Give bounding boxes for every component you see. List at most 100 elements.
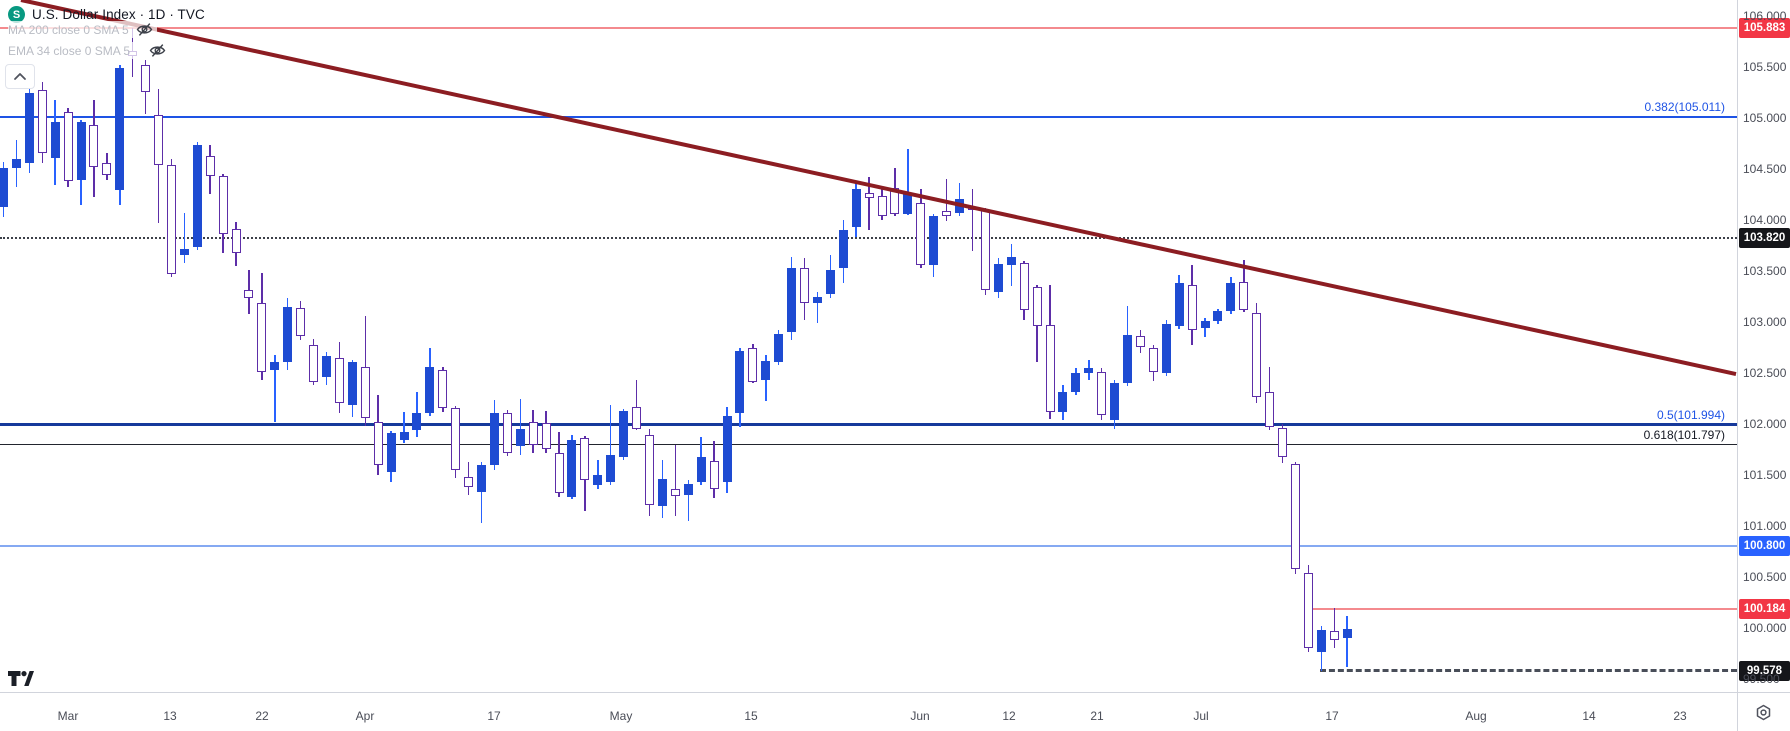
eye-hidden-icon[interactable] [149, 43, 166, 58]
candle[interactable] [528, 421, 538, 446]
candle[interactable] [283, 306, 293, 362]
candle[interactable] [63, 111, 73, 182]
candle[interactable] [373, 421, 383, 465]
price-level-line[interactable] [0, 237, 1737, 239]
candle[interactable] [1058, 392, 1068, 412]
candle[interactable] [1045, 325, 1055, 412]
candle[interactable] [1032, 287, 1042, 327]
candle[interactable] [477, 464, 487, 493]
candle[interactable] [1226, 283, 1236, 311]
candle[interactable] [1135, 336, 1145, 348]
candle[interactable] [37, 90, 47, 153]
eye-hidden-icon[interactable] [136, 22, 153, 37]
candle[interactable] [1006, 256, 1016, 265]
price-level-line[interactable] [0, 444, 1737, 445]
candle[interactable] [179, 248, 189, 255]
price-level-line[interactable] [0, 116, 1737, 118]
candle[interactable] [464, 477, 474, 488]
candle[interactable] [864, 193, 874, 198]
candle[interactable] [1265, 392, 1275, 428]
candle[interactable] [1303, 572, 1313, 649]
candle[interactable] [580, 438, 590, 481]
candle[interactable] [399, 432, 409, 441]
candle[interactable] [1161, 324, 1171, 373]
candle[interactable] [1252, 312, 1262, 398]
candle[interactable] [386, 433, 396, 472]
candle[interactable] [619, 410, 629, 457]
candle[interactable] [115, 68, 125, 191]
candle[interactable] [1123, 335, 1133, 384]
candle[interactable] [502, 412, 512, 453]
candle[interactable] [554, 452, 564, 494]
candle[interactable] [748, 347, 758, 383]
price-level-line[interactable] [0, 545, 1737, 547]
candle[interactable] [877, 195, 887, 216]
candle[interactable] [296, 307, 306, 337]
candle[interactable] [683, 484, 693, 496]
candle[interactable] [11, 158, 21, 168]
candle[interactable] [489, 412, 499, 465]
time-axis[interactable]: Mar 13 22 Apr 17 May 15 Jun 12 21 Jul 17 Aug 14 23 [0, 693, 1737, 731]
candle[interactable] [1097, 371, 1107, 415]
candle[interactable] [360, 366, 370, 418]
candle[interactable] [1316, 630, 1326, 653]
candle[interactable] [244, 290, 254, 298]
candle[interactable] [735, 350, 745, 413]
candle[interactable] [657, 479, 667, 506]
candle[interactable] [929, 215, 939, 265]
candle[interactable] [205, 155, 215, 177]
candle[interactable] [102, 162, 112, 176]
candle[interactable] [761, 360, 771, 381]
candle[interactable] [1329, 631, 1339, 641]
candle[interactable] [722, 415, 732, 483]
candle[interactable] [567, 440, 577, 498]
candle[interactable] [916, 202, 926, 265]
descending-trendline[interactable] [20, 0, 1737, 376]
candle[interactable] [1148, 347, 1158, 372]
indicator-legend-ema34[interactable]: EMA 34 close 0 SMA 5 [8, 42, 171, 59]
candle[interactable] [141, 64, 151, 93]
candle[interactable] [50, 122, 60, 158]
candle[interactable] [670, 489, 680, 497]
symbol-header[interactable]: S U.S. Dollar Index · 1D · TVC [8, 6, 205, 23]
candle[interactable] [192, 144, 202, 247]
candle[interactable] [438, 369, 448, 408]
gear-icon[interactable] [1752, 701, 1774, 723]
candle[interactable] [838, 230, 848, 268]
candle[interactable] [322, 355, 331, 378]
candle[interactable] [1071, 373, 1081, 393]
candle[interactable] [515, 429, 525, 447]
candle[interactable] [593, 475, 603, 486]
chart-area[interactable]: 0.382(105.011) 0.5(101.994) 0.618(101.797) [0, 0, 1737, 692]
candle[interactable] [774, 334, 784, 362]
candle[interactable] [347, 361, 357, 405]
symbol-title[interactable]: U.S. Dollar Index · 1D · TVC [32, 7, 205, 22]
candle[interactable] [1342, 629, 1352, 639]
candle[interactable] [1187, 285, 1197, 331]
candle[interactable] [1174, 283, 1184, 327]
price-level-line[interactable] [1320, 669, 1737, 672]
candle[interactable] [89, 125, 99, 167]
candle[interactable] [825, 269, 835, 295]
candle[interactable] [709, 460, 719, 490]
candle[interactable] [851, 189, 861, 228]
indicator-legend-ma200[interactable]: MA 200 close 0 SMA 5 [8, 21, 157, 38]
candle[interactable] [1110, 383, 1120, 420]
candle[interactable] [993, 263, 1003, 293]
candle[interactable] [218, 176, 228, 235]
candle[interactable] [812, 296, 822, 303]
candle[interactable] [451, 407, 461, 470]
candle[interactable] [800, 267, 810, 303]
candle[interactable] [1200, 320, 1210, 329]
candle[interactable] [270, 361, 280, 370]
price-level-line[interactable] [1311, 608, 1737, 610]
candle[interactable] [166, 164, 176, 275]
price-level-line[interactable] [0, 27, 1737, 29]
candle[interactable] [0, 167, 8, 207]
candle[interactable] [412, 412, 422, 431]
candle[interactable] [942, 210, 952, 216]
candle[interactable] [24, 92, 34, 163]
candle[interactable] [645, 435, 654, 505]
candle[interactable] [1278, 428, 1288, 457]
candle[interactable] [1019, 262, 1029, 310]
